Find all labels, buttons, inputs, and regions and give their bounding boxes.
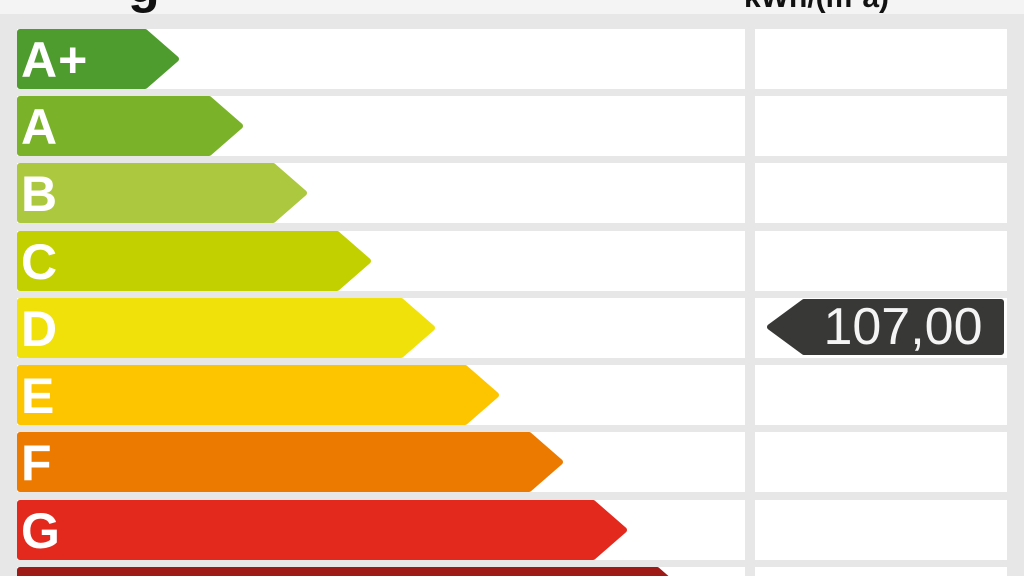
rating-letter: F <box>21 435 53 492</box>
rating-row-8 <box>0 567 1024 576</box>
unit-label: kWh/(m²a) <box>744 0 889 13</box>
rating-row-a-plus: A+ <box>0 28 1024 89</box>
rating-bar-arrow <box>17 28 179 89</box>
rating-row-g: G <box>0 499 1024 560</box>
rating-row-d: 107,00 D <box>0 297 1024 358</box>
rating-row-f: F <box>0 432 1024 493</box>
rating-letter: C <box>21 233 59 290</box>
rating-letter: A <box>21 98 59 155</box>
value-cell <box>755 95 1007 156</box>
value-badge: 107,00 <box>767 297 1007 356</box>
value-cell <box>755 365 1007 426</box>
rating-bar-arrow <box>17 432 563 493</box>
rating-bar-arrow <box>17 95 243 156</box>
rating-letter: B <box>21 166 59 223</box>
rating-bar-arrow <box>17 567 669 576</box>
rating-letter: A+ <box>21 31 89 88</box>
value-badge-text: 107,00 <box>823 297 983 356</box>
value-cell <box>755 567 1007 576</box>
header-band <box>0 0 1024 14</box>
rating-bar-arrow <box>17 230 371 291</box>
value-cell <box>755 499 1007 560</box>
value-cell <box>755 28 1007 89</box>
rating-bar-arrow <box>17 297 435 358</box>
rating-row-a: A <box>0 95 1024 156</box>
rating-letter: E <box>21 368 56 425</box>
rating-bar-arrow <box>17 499 627 560</box>
rating-letter: D <box>21 300 59 357</box>
value-cell <box>755 230 1007 291</box>
rating-letter: G <box>21 502 61 559</box>
value-badge-arrow <box>767 298 1004 355</box>
rating-bar-arrow <box>17 163 307 224</box>
value-cell <box>755 163 1007 224</box>
rating-bar-arrow <box>17 365 499 426</box>
value-cell <box>755 432 1007 493</box>
page-title-fragment: g <box>128 0 160 11</box>
value-cell: 107,00 <box>755 297 1007 358</box>
rating-row-e: E <box>0 365 1024 426</box>
rating-row-c: C <box>0 230 1024 291</box>
rating-row-b: B <box>0 163 1024 224</box>
